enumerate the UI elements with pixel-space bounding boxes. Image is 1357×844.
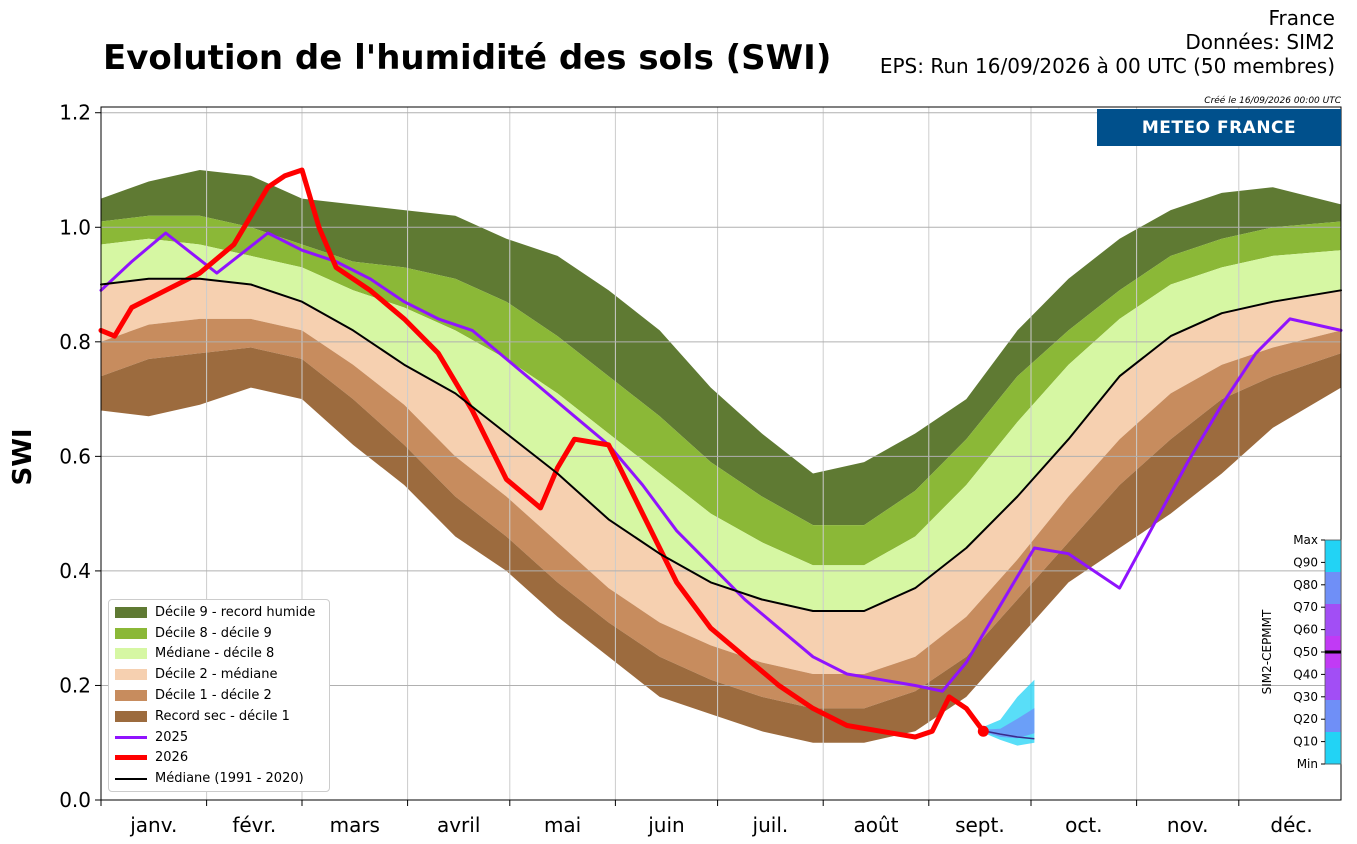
y-tick-label: 0.6 [59, 444, 91, 468]
series-2026-endpoint [977, 725, 989, 737]
page-title: Evolution de l'humidité des sols (SWI) [103, 38, 832, 78]
decile-bands [101, 170, 1341, 743]
percentile-tick-label: Q60 [1293, 623, 1318, 637]
x-tick-label: avril [437, 813, 480, 837]
data-source-label: Données: SIM2 [1185, 30, 1335, 54]
x-tick-label: déc. [1270, 813, 1312, 837]
series-median-line [100, 277, 1342, 612]
legend-item: Médiane (1991 - 2020) [115, 768, 323, 789]
band-decile2-median [101, 278, 1341, 674]
legend-item: Record sec - décile 1 [115, 706, 323, 727]
percentile-tick-label: Q70 [1293, 600, 1318, 614]
legend-item: Décile 9 - record humide [115, 602, 323, 623]
percentile-tick-label: Q50 [1293, 645, 1318, 659]
forecast-median [979, 729, 1035, 740]
region-label: France [1268, 6, 1335, 30]
legend-line-sample [115, 735, 147, 739]
legend-label: 2025 [155, 729, 189, 745]
percentile-color-segment [1325, 540, 1341, 573]
y-axis: 0.0 0.2 0.4 0.6 0.8 1.0 1.2 [59, 101, 101, 812]
legend-item: Décile 2 - médiane [115, 664, 323, 685]
band-decile8-decile9 [101, 215, 1341, 566]
y-tick-label: 0.2 [59, 673, 91, 697]
legend-label: 2026 [155, 750, 189, 766]
legend-label: Médiane - décile 8 [155, 646, 275, 662]
y-tick-label: 1.0 [59, 215, 91, 239]
legend-item: Décile 8 - décile 9 [115, 623, 323, 644]
percentile-color-segment [1325, 700, 1341, 733]
x-tick-label: juil. [752, 813, 789, 837]
legend-item: 2026 [115, 748, 323, 769]
chart-legend: Décile 9 - record humide Décile 8 - décil… [108, 599, 330, 793]
percentile-tick-label: Min [1297, 757, 1318, 771]
created-timestamp: Créé le 16/09/2026 00:00 UTC [1204, 96, 1341, 106]
legend-item: 2025 [115, 727, 323, 748]
plot-frame [100, 106, 1342, 801]
x-tick-label: sept. [955, 813, 1005, 837]
legend-swatch [115, 710, 147, 722]
legend-label: Décile 9 - record humide [155, 604, 316, 620]
x-tick-label: oct. [1065, 813, 1102, 837]
percentile-tick-label: Q40 [1293, 667, 1318, 681]
x-tick-label: févr. [232, 813, 276, 837]
percentile-tick-label: Q10 [1293, 735, 1318, 749]
legend-swatch [115, 690, 147, 702]
series-lines [98, 167, 1343, 740]
percentile-scale-label: SIM2-CEPMMT [1260, 609, 1274, 695]
x-axis: janv. févr. mars avril mai juin juil. août sept.… [100, 800, 1313, 837]
forecast-fan [979, 679, 1035, 746]
meteo-france-logo: METEO FRANCE [1097, 109, 1341, 146]
percentile-tick-label: Q20 [1293, 712, 1318, 726]
percentile-tick-label: Q90 [1293, 555, 1318, 569]
legend-swatch [115, 648, 147, 660]
legend-swatch [115, 627, 147, 639]
x-tick-label: août [853, 813, 898, 837]
y-axis-label: SWI [8, 428, 38, 485]
x-tick-label: juin [647, 813, 684, 837]
band-decile1-decile2 [101, 318, 1341, 709]
percentile-color-segment [1325, 572, 1341, 605]
legend-label: Décile 1 - décile 2 [155, 688, 272, 704]
y-tick-label: 1.2 [59, 101, 91, 125]
x-tick-label: janv. [129, 813, 177, 837]
x-tick-label: nov. [1167, 813, 1209, 837]
percentile-color-segment [1325, 732, 1341, 765]
legend-swatch [115, 669, 147, 681]
percentile-tick-label: Max [1293, 533, 1318, 547]
legend-line-sample [115, 755, 147, 761]
legend-swatch [115, 606, 147, 618]
legend-line-sample [115, 777, 147, 780]
legend-label: Décile 2 - médiane [155, 667, 278, 683]
run-info-label: EPS: Run 16/09/2026 à 00 UTC (50 membres… [879, 54, 1335, 78]
percentile-tick-label: Q30 [1293, 690, 1318, 704]
y-tick-label: 0.0 [59, 788, 91, 812]
band-decile9-record-humide [101, 170, 1341, 526]
forecast-inner-range [979, 708, 1035, 739]
legend-item: Décile 1 - décile 2 [115, 685, 323, 706]
band-record-sec-decile1 [101, 347, 1341, 743]
legend-item: Médiane - décile 8 [115, 644, 323, 665]
series-2026-line [98, 167, 986, 740]
y-tick-label: 0.4 [59, 559, 91, 583]
x-tick-label: mai [544, 813, 581, 837]
band-median-decile8 [101, 238, 1341, 611]
legend-label: Médiane (1991 - 2020) [155, 771, 304, 787]
x-tick-label: mars [330, 813, 380, 837]
legend-label: Décile 8 - décile 9 [155, 625, 272, 641]
y-tick-label: 0.8 [59, 330, 91, 354]
percentile-color-segment [1325, 604, 1341, 637]
percentile-scale: Max Q90 Q80 Q70 Q60 Q50 Q40 Q30 Q20 Q10 Min [1293, 533, 1342, 771]
legend-label: Record sec - décile 1 [155, 708, 290, 724]
percentile-color-segment [1325, 668, 1341, 701]
percentile-tick-label: Q80 [1293, 578, 1318, 592]
